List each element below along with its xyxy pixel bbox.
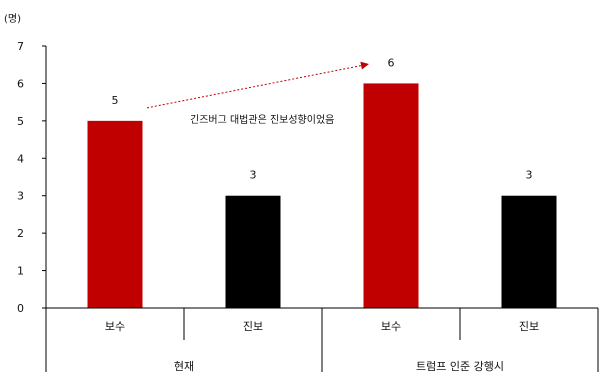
x-category-label: 진보	[243, 320, 263, 333]
bars	[87, 83, 557, 308]
data-label: 3	[250, 169, 257, 182]
x-group-label: 현재	[174, 360, 194, 372]
bar	[363, 83, 419, 308]
data-label: 3	[526, 169, 533, 182]
bar	[225, 195, 281, 308]
data-label: 5	[112, 94, 119, 107]
y-axis: 0 1 2 3 4 5 6 7	[17, 40, 47, 315]
annotation: 긴즈버그 대법관은 진보성향이었음	[146, 61, 369, 126]
x-category-label: 진보	[519, 320, 539, 333]
data-label: 6	[388, 56, 395, 69]
bar	[501, 195, 557, 308]
y-tick-label: 7	[17, 40, 24, 53]
annotation-arrow	[146, 61, 369, 109]
x-category-label: 보수	[105, 320, 125, 333]
y-tick-label: 6	[17, 77, 24, 90]
x-group-label: 트럼프 인준 강행시	[416, 360, 504, 372]
y-tick-label: 1	[17, 265, 24, 278]
data-labels: 5 3 6 3	[112, 56, 533, 181]
x-category-label: 보수	[381, 320, 401, 333]
bar	[87, 120, 143, 308]
annotation-text: 긴즈버그 대법관은 진보성향이었음	[190, 114, 334, 126]
y-tick-label: 3	[17, 190, 24, 203]
y-tick-label: 0	[17, 302, 24, 315]
y-unit-label: (명)	[4, 13, 21, 25]
y-tick-label: 4	[17, 152, 24, 165]
y-tick-label: 2	[17, 227, 24, 240]
y-tick-label: 5	[17, 115, 24, 128]
